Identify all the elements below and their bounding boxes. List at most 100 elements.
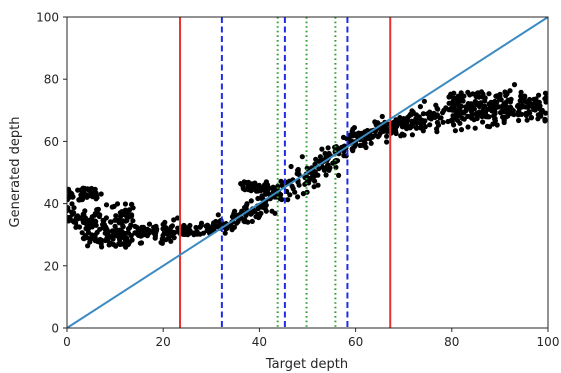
scatter-point [93,218,99,225]
scatter-point [161,231,167,237]
scatter-point [279,182,285,189]
scatter-point [542,90,548,96]
scatter-point [120,218,126,224]
scatter-point [128,201,135,208]
scatter-point [488,99,494,105]
scatter-point [451,122,457,128]
scatter-point [187,228,193,234]
scatter-point [68,190,74,196]
scatter-point [182,231,188,237]
scatter-point [463,107,469,113]
scatter-point [80,218,86,224]
scatter-point [222,230,228,236]
scatter-point [114,232,120,238]
scatter-point [263,208,269,214]
scatter-point [89,223,95,229]
scatter-point [542,110,548,116]
scatter-point [451,90,457,96]
scatter-point [69,209,75,215]
y-axis-label: Generated depth [8,117,23,228]
scatter-point [103,224,109,230]
scatter-point [249,181,255,187]
scatter-point [472,125,478,131]
x-tick-label: 80 [444,335,459,349]
scatter-point [409,123,416,129]
scatter-point [420,111,426,117]
scatter-point [450,113,456,119]
scatter-point [175,215,181,221]
scatter-point [440,119,446,125]
scatter-point [384,133,390,139]
scatter-point [434,129,440,135]
scatter-point [137,240,143,246]
scatter-point [536,92,542,98]
scatter-point [181,223,187,229]
scatter-point [504,91,510,97]
identity-line-layer [67,17,548,328]
scatter-point [86,187,92,193]
vertical-reference-lines [179,17,392,328]
scatter-point [69,201,75,207]
scatter-point [127,225,133,231]
scatter-point [295,168,301,174]
scatter-point [242,187,248,193]
scatter-point [181,227,187,233]
scatter-point [518,93,524,99]
scatter-point [490,121,496,127]
scatter-point [73,224,79,230]
x-tick-label: 60 [348,335,363,349]
scatter-point [242,204,248,211]
scatter-point [94,229,100,235]
scatter-point [288,163,294,170]
scatter-point [263,202,269,208]
scatter-point [458,127,465,133]
scatter-point [454,101,460,107]
scatter-point [499,108,505,114]
scatter-point [67,207,70,213]
scatter-point [122,242,128,249]
scatter-point [527,96,533,103]
scatter-point [124,214,130,220]
scatter-point [340,134,347,140]
scatter-point [494,104,500,110]
scatter-point [474,111,480,118]
scatter-point [522,93,528,99]
scatter-point [494,99,500,105]
scatter-point [265,186,271,192]
scatter-point [432,114,438,120]
scatter-point [316,158,322,164]
scatter-point [535,116,541,122]
scatter-point [76,197,82,203]
scatter-point [323,172,329,178]
scatter-point [441,107,447,113]
scatter-point [112,217,118,223]
scatter-point [258,210,264,216]
y-tick-label: 20 [44,259,59,273]
scatter-point [124,235,130,241]
scatter-point [304,179,310,185]
scatter-point [141,231,147,238]
scatter-point [524,117,530,123]
scatter-point [465,124,471,130]
scatter-point [494,93,500,99]
scatter-point [435,106,441,112]
scatter-point [311,184,317,190]
scatter-point [526,109,532,115]
scatter-point [333,164,339,170]
scatter-point [486,91,492,97]
scatter-points [67,82,548,250]
x-tick-label: 40 [252,335,267,349]
scatter-point [535,112,541,118]
scatter-point [81,236,87,242]
scatter-point [71,205,77,211]
scatter-point [249,218,255,224]
scatter-point [471,117,477,123]
scatter-point [295,194,301,200]
scatter-point [93,190,99,196]
scatter-point [81,211,87,217]
scatter-point [413,116,419,122]
y-tick-label: 0 [51,322,59,336]
y-tick-label: 80 [44,73,59,87]
scatter-point [269,208,275,214]
scatter-point [213,218,219,225]
